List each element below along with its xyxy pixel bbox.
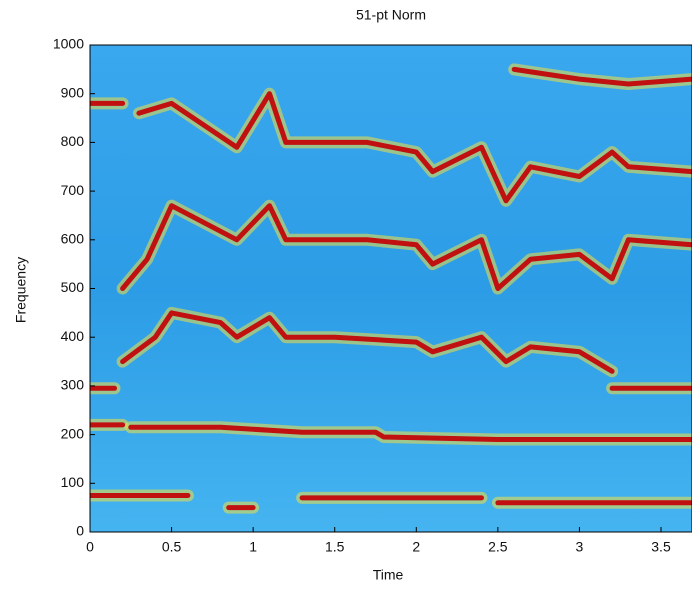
- x-tick-label: 3: [576, 539, 584, 555]
- chart-title: 51-pt Norm: [356, 7, 426, 23]
- y-tick-label: 200: [61, 425, 85, 441]
- ridge: [136, 91, 692, 204]
- y-axis-label: Frequency: [13, 257, 29, 323]
- y-tick-label: 600: [61, 231, 85, 247]
- x-axis-label: Time: [373, 567, 404, 583]
- y-tick-label: 1000: [53, 36, 84, 52]
- y-tick-label: 300: [61, 377, 85, 393]
- ridge: [128, 424, 692, 442]
- y-tick-label: 800: [61, 133, 85, 149]
- x-tick-label: 0.5: [162, 539, 182, 555]
- ridge: [120, 203, 692, 291]
- y-tick-label: 900: [61, 84, 85, 100]
- plot-background: [90, 45, 692, 532]
- y-tick-label: 400: [61, 328, 85, 344]
- x-tick-label: 3.5: [651, 539, 671, 555]
- y-tick-label: 500: [61, 279, 85, 295]
- x-tick-label: 2.5: [488, 539, 508, 555]
- y-tick-label: 100: [61, 474, 85, 490]
- ridge: [511, 66, 692, 87]
- ridge: [120, 310, 615, 374]
- x-tick-label: 1.5: [325, 539, 345, 555]
- y-tick-label: 0: [76, 523, 84, 539]
- y-tick-label: 700: [61, 182, 85, 198]
- x-tick-label: 2: [412, 539, 420, 555]
- x-tick-label: 0: [86, 539, 94, 555]
- x-tick-label: 1: [249, 539, 257, 555]
